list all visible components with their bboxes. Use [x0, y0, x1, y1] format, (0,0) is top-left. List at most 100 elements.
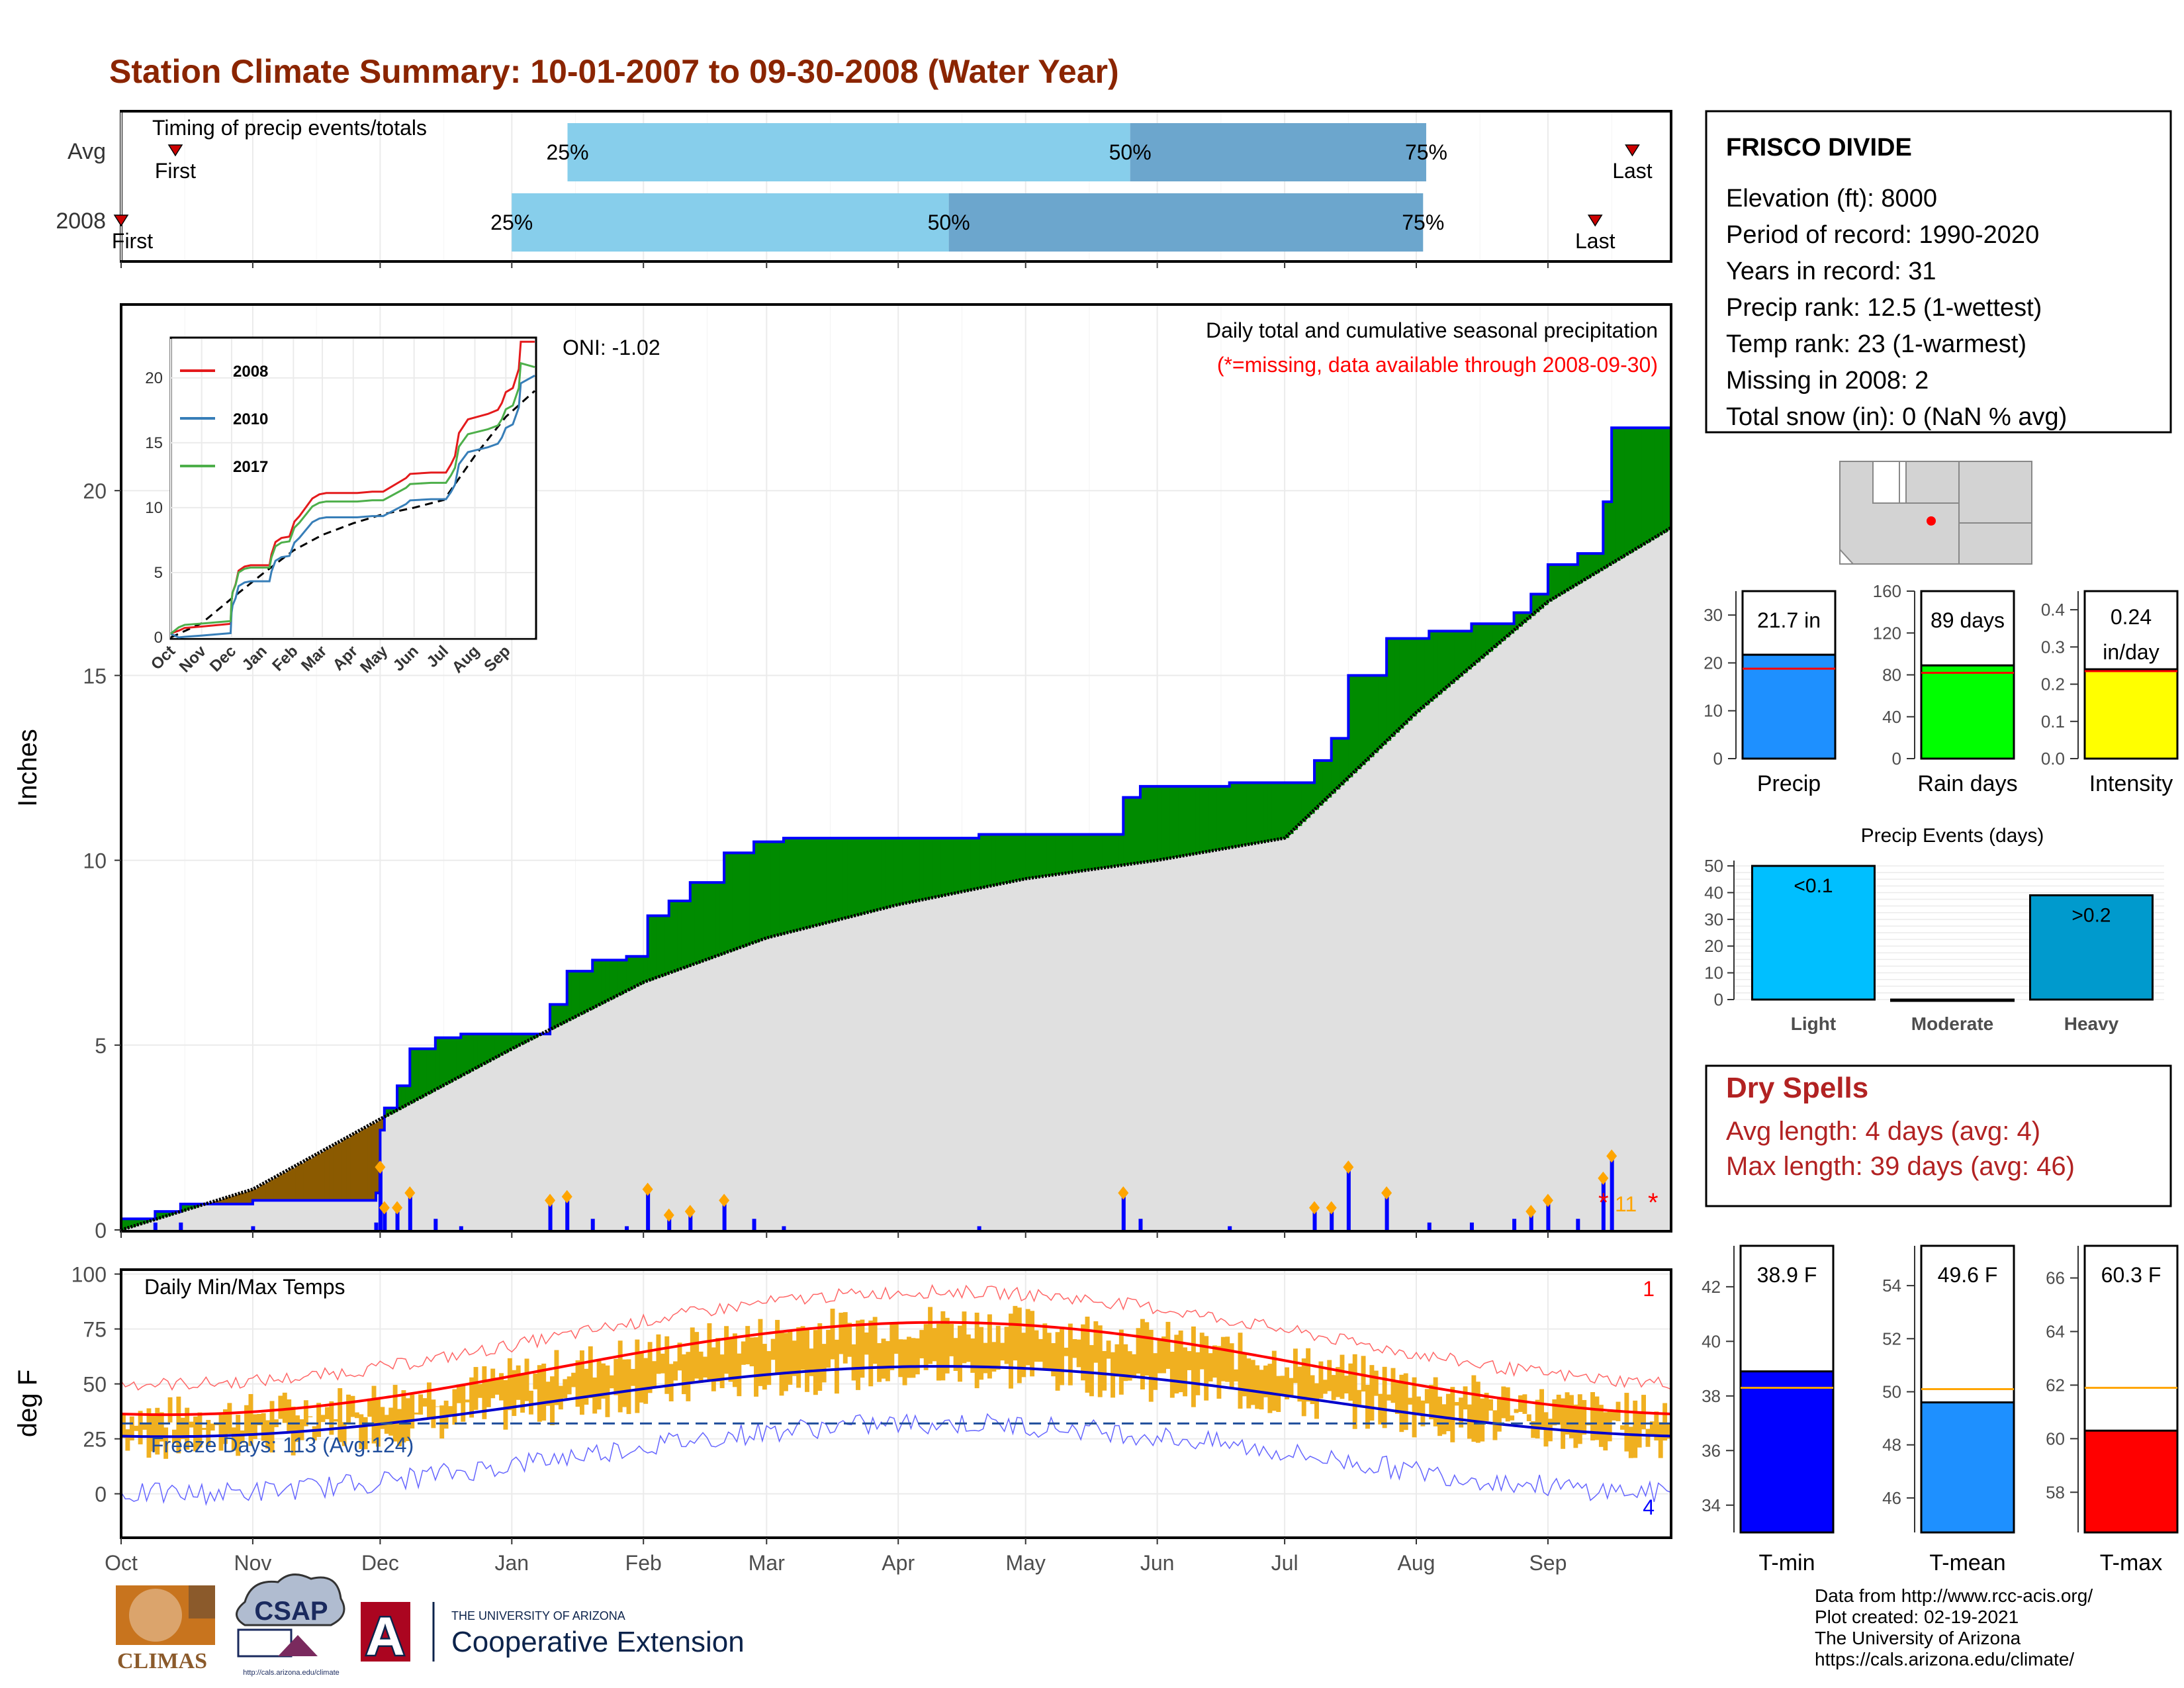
daily-temp-bar [1183, 1347, 1188, 1397]
daily-precip-bar [433, 1219, 438, 1230]
daily-temp-bar [494, 1377, 500, 1395]
mini-bar-tick-label: 0.4 [2041, 600, 2065, 620]
daily-temp-bar [1118, 1329, 1124, 1395]
mini-bar-value [2083, 668, 2179, 760]
month-label: Dec [361, 1551, 399, 1575]
daily-temp-bar [681, 1354, 686, 1395]
daily-temp-bar [1666, 1424, 1672, 1439]
surplus-band [1064, 834, 1069, 874]
temp-y-axis-label: deg F [13, 1370, 42, 1437]
daily-temp-bar [1433, 1377, 1438, 1427]
surplus-band [686, 901, 691, 967]
surplus-band [877, 838, 882, 910]
surplus-band [826, 838, 831, 923]
surplus-band [1658, 428, 1663, 536]
surplus-band [482, 1034, 487, 1065]
surplus-band [639, 956, 644, 985]
daily-temp-bar [1064, 1347, 1069, 1356]
daily-temp-bar [1514, 1409, 1519, 1413]
events-y-tick-label: 40 [1704, 882, 1723, 902]
surplus-band [660, 915, 665, 976]
daily-temp-bar [210, 1423, 215, 1431]
daily-temp-bar [673, 1361, 678, 1381]
surplus-band [1424, 638, 1430, 706]
daily-temp-bar [715, 1338, 721, 1382]
daily-temp-bar [214, 1424, 220, 1425]
daily-temp-bar [847, 1323, 852, 1357]
month-label: Apr [882, 1551, 915, 1575]
surplus-band [690, 882, 695, 966]
surplus-band [592, 960, 598, 1008]
deficit-band [312, 1156, 317, 1201]
daily-temp-bar [142, 1423, 147, 1430]
snow-marker [642, 1182, 653, 1196]
inset-series-line-2010 [170, 374, 535, 639]
mini-bar-value-label: 0.24 [2111, 605, 2152, 629]
precip-y-tick-label: 0 [95, 1219, 107, 1243]
temp-bar-value [1739, 1370, 1835, 1534]
surplus-band [1471, 624, 1477, 666]
daily-temp-bar [1017, 1307, 1022, 1383]
deficit-band [214, 1201, 220, 1204]
inset-series-line-2017 [170, 361, 535, 635]
daily-temp-bar [341, 1422, 347, 1446]
surplus-band [1225, 786, 1230, 849]
surplus-band [792, 838, 797, 932]
first-event-marker [167, 144, 183, 157]
snow-marker [1381, 1186, 1392, 1200]
temp-bar-chart-t-min: 34 36 38 40 42 38.9 F T-min [1702, 1244, 1835, 1575]
daily-precip-bar [646, 1189, 651, 1230]
snow-marker [684, 1205, 696, 1219]
mini-bar-label-box [1920, 590, 2015, 667]
snow-marker [561, 1190, 572, 1203]
surplus-band [1250, 782, 1255, 845]
daily-temp-bar [915, 1338, 920, 1375]
daily-temp-bar [261, 1413, 266, 1441]
month-label: May [1005, 1551, 1045, 1575]
surplus-band [1220, 786, 1226, 849]
surplus-band [664, 915, 670, 975]
daily-temp-bar [1594, 1396, 1600, 1440]
surplus-band [766, 841, 772, 938]
daily-temp-bar [1607, 1411, 1612, 1442]
daily-temp-bar [991, 1342, 997, 1372]
surplus-band [1590, 553, 1596, 577]
daily-temp-bar [516, 1365, 521, 1400]
events-title: Precip Events (days) [1861, 825, 2044, 847]
surplus-band [1165, 786, 1171, 859]
daily-temp-bar [1132, 1354, 1137, 1379]
mini-bar-chart-rain-days: 0 40 80 120 160 89 days Rain days [1873, 581, 2018, 796]
surplus-band [652, 915, 657, 980]
surplus-band [1322, 760, 1328, 802]
temp-bar-tick-label: 60 [2046, 1429, 2065, 1448]
daily-temp-bar [1577, 1394, 1582, 1444]
daily-precip-bar [565, 1196, 570, 1230]
daily-temp-bar [1475, 1382, 1480, 1443]
surplus-band [1378, 675, 1383, 749]
surplus-band [1594, 553, 1600, 574]
deficit-band [371, 1123, 377, 1201]
surplus-band [554, 1004, 559, 1027]
daily-temp-bar [410, 1394, 415, 1429]
surplus-band [1628, 428, 1633, 553]
surplus-band [584, 971, 589, 1013]
daily-temp-bar [456, 1384, 461, 1403]
surplus-band [1387, 638, 1392, 741]
mini-bar-category-label: Rain days [1917, 771, 2017, 796]
events-y-tick-label: 0 [1714, 990, 1723, 1009]
surplus-band [384, 1107, 389, 1117]
daily-temp-bar [609, 1375, 614, 1389]
daily-temp-bar [439, 1405, 445, 1439]
daily-temp-bar [856, 1320, 860, 1390]
daily-temp-bar [1471, 1375, 1477, 1442]
mini-bar-label-box [1741, 590, 1837, 656]
surplus-band [860, 838, 865, 915]
daily-temp-bar [842, 1312, 848, 1364]
surplus-band [813, 838, 818, 927]
daily-temp-bar [257, 1413, 262, 1426]
mini-bar-tick-label: 0 [1713, 749, 1723, 769]
surplus-band [1102, 834, 1107, 868]
surplus-band [1607, 501, 1612, 566]
daily-temp-bar [630, 1368, 635, 1386]
daily-temp-bar [392, 1385, 398, 1442]
